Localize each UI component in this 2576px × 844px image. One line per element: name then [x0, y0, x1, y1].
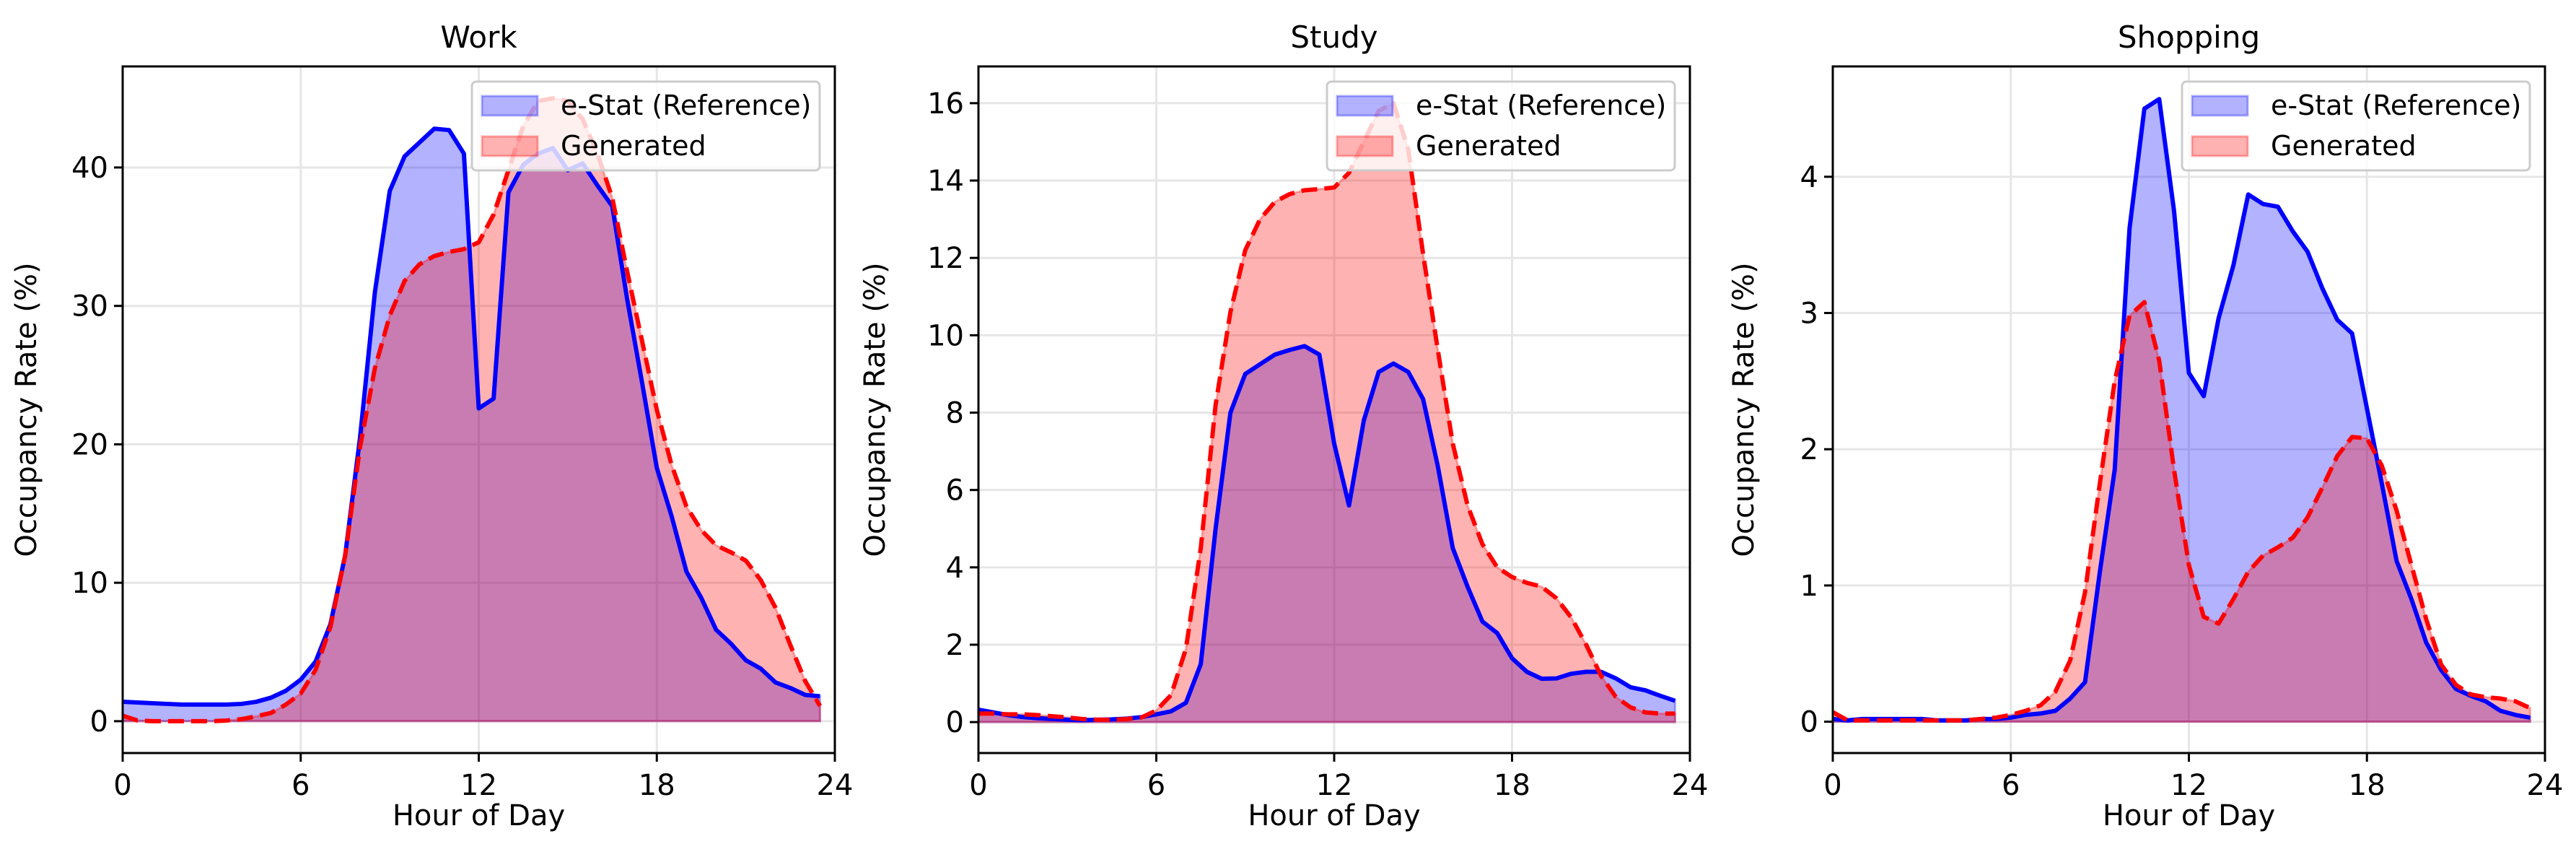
legend-label: Generated: [561, 130, 706, 162]
x-axis-label: Hour of Day: [1248, 799, 1420, 832]
y-tick-label: 6: [946, 474, 964, 508]
y-tick-label: 1: [1800, 570, 1818, 603]
y-tick-label: 16: [927, 87, 964, 121]
legend-label: e-Stat (Reference): [1416, 90, 1666, 121]
y-axis-label: Occupancy Rate (%): [1727, 262, 1761, 557]
y-tick-label: 30: [71, 290, 108, 323]
line-series-1: [122, 96, 823, 723]
legend-swatch-series-0: [481, 95, 539, 117]
x-tick-label: 18: [1494, 769, 1530, 802]
x-tick-label: 12: [1316, 769, 1353, 802]
y-tick-label: 4: [946, 552, 964, 585]
x-tick-label: 24: [2527, 769, 2564, 802]
x-tick-label: 6: [1147, 769, 1165, 802]
y-tick-label: 3: [1800, 297, 1818, 331]
legend-box: [2181, 80, 2531, 172]
y-axis-label: Occupancy Rate (%): [859, 262, 892, 557]
x-tick-label: 6: [2002, 769, 2020, 802]
y-tick-label: 2: [946, 629, 964, 662]
x-tick-label: 24: [817, 769, 854, 802]
y-tick-label: 0: [90, 705, 108, 739]
legend-swatch-series-0: [1336, 95, 1394, 117]
y-tick-label: 0: [946, 706, 964, 739]
legend: e-Stat (Reference) Generated: [470, 80, 821, 172]
legend-swatch-series-1: [1336, 135, 1394, 157]
legend-box: [470, 80, 821, 172]
y-tick-label: 12: [927, 242, 964, 275]
y-tick-label: 10: [927, 319, 964, 352]
x-tick-label: 0: [113, 769, 131, 802]
x-axis-label: Hour of Day: [2103, 799, 2275, 832]
legend-label: Generated: [1416, 130, 1561, 162]
legend-label: e-Stat (Reference): [2271, 90, 2521, 121]
y-tick-label: 8: [946, 397, 964, 430]
chart-title: Study: [1290, 19, 1377, 55]
y-tick-label: 14: [927, 165, 964, 198]
legend-label: e-Stat (Reference): [561, 90, 811, 121]
x-tick-label: 0: [969, 769, 987, 802]
chart-title: Shopping: [2118, 19, 2260, 55]
chart-title: Work: [440, 19, 517, 55]
x-axis-label: Hour of Day: [393, 799, 565, 832]
legend-swatch-series-0: [2191, 95, 2249, 117]
x-tick-label: 0: [1823, 769, 1841, 802]
x-tick-label: 18: [639, 769, 675, 802]
panel-work: 0 6 12 18 24 0 10 20 30 40 Work Hour of Day Occupanc…: [10, 19, 853, 832]
y-axis-label: Occupancy Rate (%): [10, 262, 43, 557]
x-tick-label: 18: [2349, 769, 2386, 802]
x-tick-label: 24: [1672, 769, 1709, 802]
legend: e-Stat (Reference) Generated: [2181, 80, 2531, 172]
legend-label: Generated: [2271, 130, 2417, 162]
line-series-1: [1831, 300, 2531, 723]
y-tick-label: 4: [1800, 161, 1818, 194]
legend-swatch-series-1: [2191, 135, 2249, 157]
legend: e-Stat (Reference) Generated: [1326, 80, 1676, 172]
y-tick-label: 10: [71, 567, 108, 600]
x-tick-label: 12: [460, 769, 497, 802]
legend-swatch-series-1: [481, 135, 539, 157]
x-tick-label: 6: [292, 769, 310, 802]
legend-box: [1326, 80, 1676, 172]
y-tick-label: 40: [71, 152, 108, 185]
x-tick-label: 12: [2170, 769, 2207, 802]
line-series-1: [978, 100, 1675, 722]
y-tick-label: 20: [71, 428, 108, 461]
y-tick-label: 0: [1800, 706, 1818, 739]
y-tick-label: 2: [1800, 433, 1818, 466]
line-series-0: [122, 126, 820, 707]
